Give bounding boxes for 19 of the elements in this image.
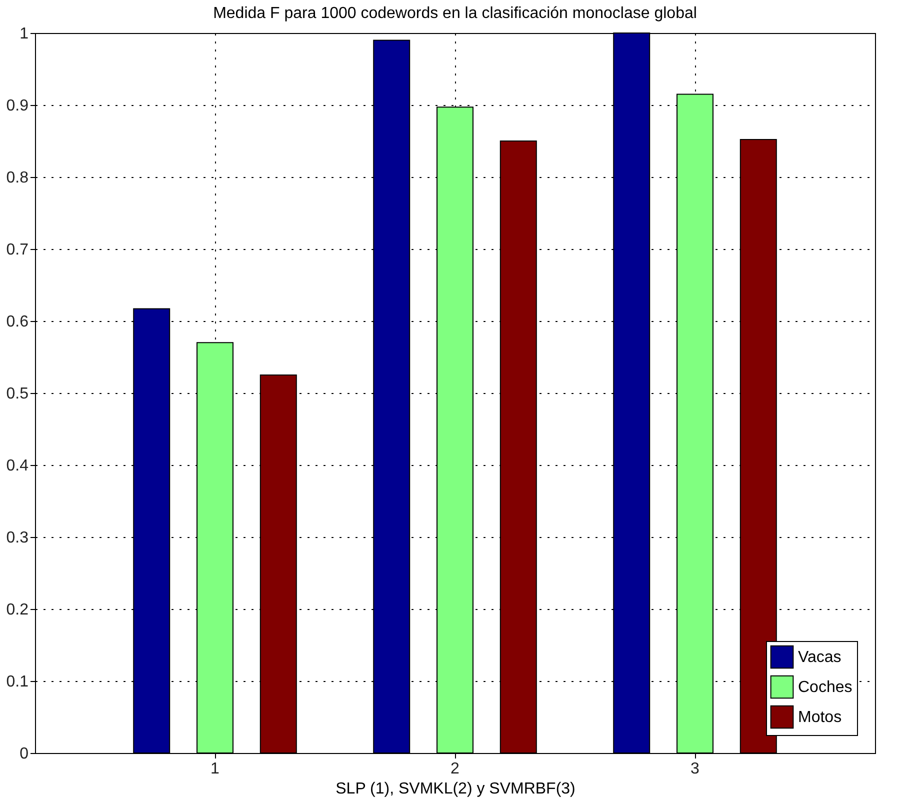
y-tick-label: 0.2 <box>6 602 29 618</box>
x-axis-title: SLP (1), SVMKL(2) y SVMRBF(3) <box>336 780 576 798</box>
legend-label: Vacas <box>798 649 842 666</box>
y-tick-label: 0.9 <box>6 98 29 114</box>
y-tick-label: 0.4 <box>6 458 29 474</box>
legend-label: Motos <box>798 709 842 726</box>
chart-title: Medida F para 1000 codewords en la clasificación monoclase global <box>213 5 697 22</box>
y-tick-label: 0.8 <box>6 170 29 186</box>
y-tick-label: 0.5 <box>6 386 29 402</box>
x-tick-label: 3 <box>690 760 700 778</box>
y-tick-label: 0.6 <box>6 314 29 330</box>
y-tick-label: 0.7 <box>6 242 29 258</box>
y-tick-label: 1 <box>20 26 29 42</box>
x-tick-label: 1 <box>210 760 220 778</box>
y-tick-label: 0.1 <box>6 674 29 690</box>
y-tick-label: 0 <box>20 746 29 762</box>
x-tick-label: 2 <box>450 760 460 778</box>
y-tick-label: 0.3 <box>6 530 29 546</box>
legend-label: Coches <box>798 679 852 696</box>
